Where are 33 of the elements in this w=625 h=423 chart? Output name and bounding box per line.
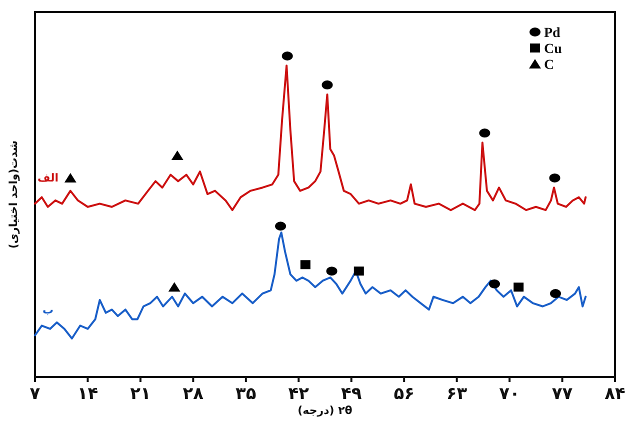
x-tick-label: ۲۸ <box>182 384 204 404</box>
point <box>488 279 500 288</box>
point <box>354 266 364 276</box>
point <box>326 266 338 276</box>
x-axis-title: ۲θ (درجه) <box>298 404 353 417</box>
point <box>550 289 561 298</box>
point <box>479 128 490 138</box>
x-tick-label: ۷۷ <box>552 384 574 404</box>
point <box>300 260 310 270</box>
legend-label: Cu <box>544 42 562 57</box>
point <box>168 282 180 292</box>
legend-label: Pd <box>544 26 561 41</box>
x-tick-label: ۴۲ <box>288 384 310 404</box>
point <box>171 150 184 160</box>
point <box>275 222 286 231</box>
x-tick-label: ۴۹ <box>340 384 362 404</box>
point <box>282 52 293 60</box>
x-tick-label: ۸۴ <box>604 384 625 404</box>
x-tick-label: ۷۰ <box>499 384 520 404</box>
legend-label: C <box>544 58 554 73</box>
x-tick-label: ۵۶ <box>394 384 414 404</box>
y-axis-title: شدت(واحد اختیاری) <box>7 140 20 249</box>
x-tick-label: ۳۵ <box>236 384 256 404</box>
series-label: الف <box>37 172 59 185</box>
point <box>64 172 76 182</box>
point <box>514 282 524 292</box>
point <box>549 173 560 182</box>
x-tick-label: ۱۴ <box>77 384 98 404</box>
x-tick-label: ۶۳ <box>446 384 468 404</box>
x-tick-label: ۷ <box>30 384 41 404</box>
series-label: ب <box>42 303 54 316</box>
x-tick-label: ۲۱ <box>130 384 151 404</box>
point <box>322 80 333 90</box>
